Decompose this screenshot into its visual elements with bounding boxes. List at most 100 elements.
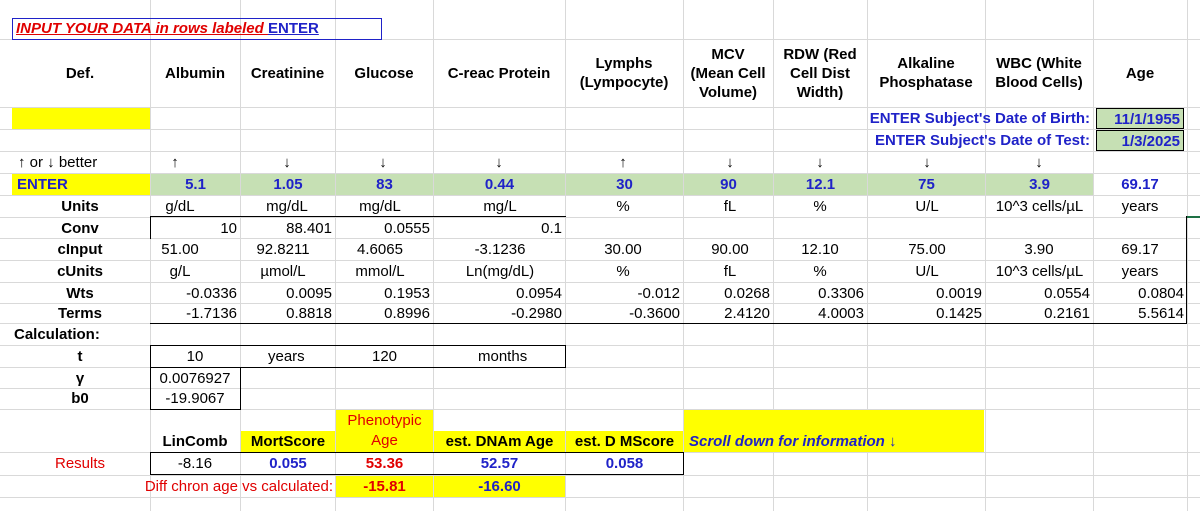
calc-gamma-label: γ: [75, 370, 85, 387]
better-albumin: ↑: [171, 154, 179, 171]
conv-creatinine: 88.401: [286, 220, 332, 237]
scroll-note-bg: [684, 410, 984, 452]
cunits-label: cUnits: [57, 263, 103, 280]
header-alk-line2: Phosphatase: [879, 74, 973, 91]
header-lymphs-line2: (Lympocyte): [579, 74, 669, 91]
terms-lymphs: -0.3600: [629, 305, 680, 322]
header-crp: C-reac Protein: [447, 65, 551, 82]
enter-wbc[interactable]: 3.9: [986, 174, 1093, 195]
cunits-wbc: 10^3 cells/µL: [995, 263, 1084, 280]
terms-albumin: -1.7136: [186, 305, 237, 322]
header-rdw: RDW (Red Cell Dist Width): [773, 45, 867, 102]
calc-t-value: 10: [186, 348, 204, 365]
enter-alkaline[interactable]: 75: [868, 174, 985, 195]
cinput-glucose: 4.6065: [357, 241, 403, 258]
units-creatinine: mg/dL: [266, 198, 308, 215]
units-albumin: g/dL: [165, 198, 195, 215]
wts-glucose: 0.1953: [384, 285, 430, 302]
cunits-creatinine: µmol/L: [260, 263, 306, 280]
terms-rdw: 4.0003: [818, 305, 864, 322]
pheno-header-line2: Age: [371, 432, 398, 449]
units-crp: mg/L: [483, 198, 517, 215]
wts-alkaline: 0.0019: [936, 285, 982, 302]
enter-mcv[interactable]: 90: [684, 174, 773, 195]
header-albumin: Albumin: [165, 65, 225, 82]
wts-label: Wts: [66, 285, 94, 302]
units-mcv: fL: [723, 198, 737, 215]
def-input-cell[interactable]: [12, 108, 150, 129]
wts-rdw: 0.3306: [818, 285, 864, 302]
units-lymphs: %: [616, 198, 630, 215]
enter-lymphs[interactable]: 30: [566, 174, 683, 195]
result-dmscore: 0.058: [605, 455, 644, 472]
dnam-age-header: est. DNAm Age: [434, 431, 565, 452]
selection-marker: [1187, 216, 1200, 218]
header-wbc-line1: WBC (White: [996, 55, 1082, 72]
dot-label: ENTER Subject's Date of Test:: [875, 132, 1090, 149]
enter-crp[interactable]: 0.44: [434, 174, 565, 195]
calc-b0-label: b0: [71, 390, 89, 407]
better-alkaline: ↓: [923, 154, 931, 171]
calc-t-value2: 120: [372, 348, 398, 365]
wts-lymphs: -0.012: [637, 285, 680, 302]
conv-label: Conv: [61, 220, 99, 237]
better-creatinine: ↓: [283, 154, 291, 171]
calc-t-unit2: months: [478, 348, 528, 365]
cinput-albumin: 51.00: [161, 241, 199, 258]
enter-creatinine[interactable]: 1.05: [241, 174, 335, 195]
better-glucose: ↓: [379, 154, 387, 171]
cunits-crp: Ln(mg/dL): [465, 263, 535, 280]
title-banner: INPUT YOUR DATA in rows labeled ENTER: [12, 18, 382, 40]
diff-label: Diff chron age vs calculated:: [144, 478, 333, 495]
enter-rdw[interactable]: 12.1: [774, 174, 867, 195]
dob-label: ENTER Subject's Date of Birth:: [869, 110, 1090, 127]
better-crp: ↓: [495, 154, 503, 171]
calc-gamma-value: 0.0076927: [159, 370, 231, 387]
pheno-age-header: Phenotypic Age: [336, 410, 433, 452]
enter-albumin[interactable]: 5.1: [151, 174, 240, 195]
header-mcv: MCV (Mean Cell Volume): [683, 45, 773, 102]
header-def: Def.: [65, 65, 95, 82]
cunits-lymphs: %: [616, 263, 630, 280]
wts-creatinine: 0.0095: [286, 285, 332, 302]
terms-crp: -0.2980: [511, 305, 562, 322]
dot-input[interactable]: 1/3/2025: [1096, 130, 1184, 151]
header-wbc: WBC (White Blood Cells): [985, 54, 1093, 92]
terms-wbc: 0.2161: [1044, 305, 1090, 322]
header-age: Age: [1125, 65, 1155, 82]
result-dnam-age: 52.57: [480, 455, 519, 472]
conv-albumin: 10: [220, 220, 237, 237]
diff-pheno: -15.81: [336, 476, 433, 497]
header-glucose: Glucose: [354, 65, 414, 82]
cinput-rdw: 12.10: [801, 241, 839, 258]
dmscore-header: est. D MScore: [566, 431, 683, 452]
result-lincomb: -8.16: [177, 455, 213, 472]
dob-input[interactable]: 11/1/1955: [1096, 108, 1184, 129]
pheno-header-line1: Phenotypic: [347, 412, 422, 429]
terms-age: 5.5614: [1138, 305, 1184, 322]
cinput-label: cInput: [57, 241, 103, 258]
wts-mcv: 0.0268: [724, 285, 770, 302]
cunits-mcv: fL: [723, 263, 737, 280]
title-prefix: INPUT YOUR DATA in rows labeled: [16, 20, 268, 37]
enter-row-label: ENTER: [12, 174, 150, 195]
better-label: ↑ or ↓ better: [18, 154, 98, 171]
units-glucose: mg/dL: [359, 198, 401, 215]
enter-glucose[interactable]: 83: [336, 174, 433, 195]
calc-t-unit: years: [268, 348, 305, 365]
better-wbc: ↓: [1035, 154, 1043, 171]
cunits-rdw: %: [813, 263, 827, 280]
terms-label: Terms: [58, 305, 102, 322]
cinput-creatinine: 92.8211: [256, 241, 310, 258]
header-wbc-line2: Blood Cells): [995, 74, 1083, 91]
terms-creatinine: 0.8818: [286, 305, 332, 322]
units-alkaline: U/L: [915, 198, 939, 215]
conv-crp: 0.1: [541, 220, 562, 237]
calculation-label: Calculation:: [14, 326, 100, 343]
cunits-glucose: mmol/L: [355, 263, 405, 280]
cunits-alkaline: U/L: [915, 263, 939, 280]
terms-glucose: 0.8996: [384, 305, 430, 322]
enter-age: 69.17: [1121, 176, 1159, 193]
results-label: Results: [54, 455, 106, 472]
calc-t-label: t: [77, 348, 83, 365]
